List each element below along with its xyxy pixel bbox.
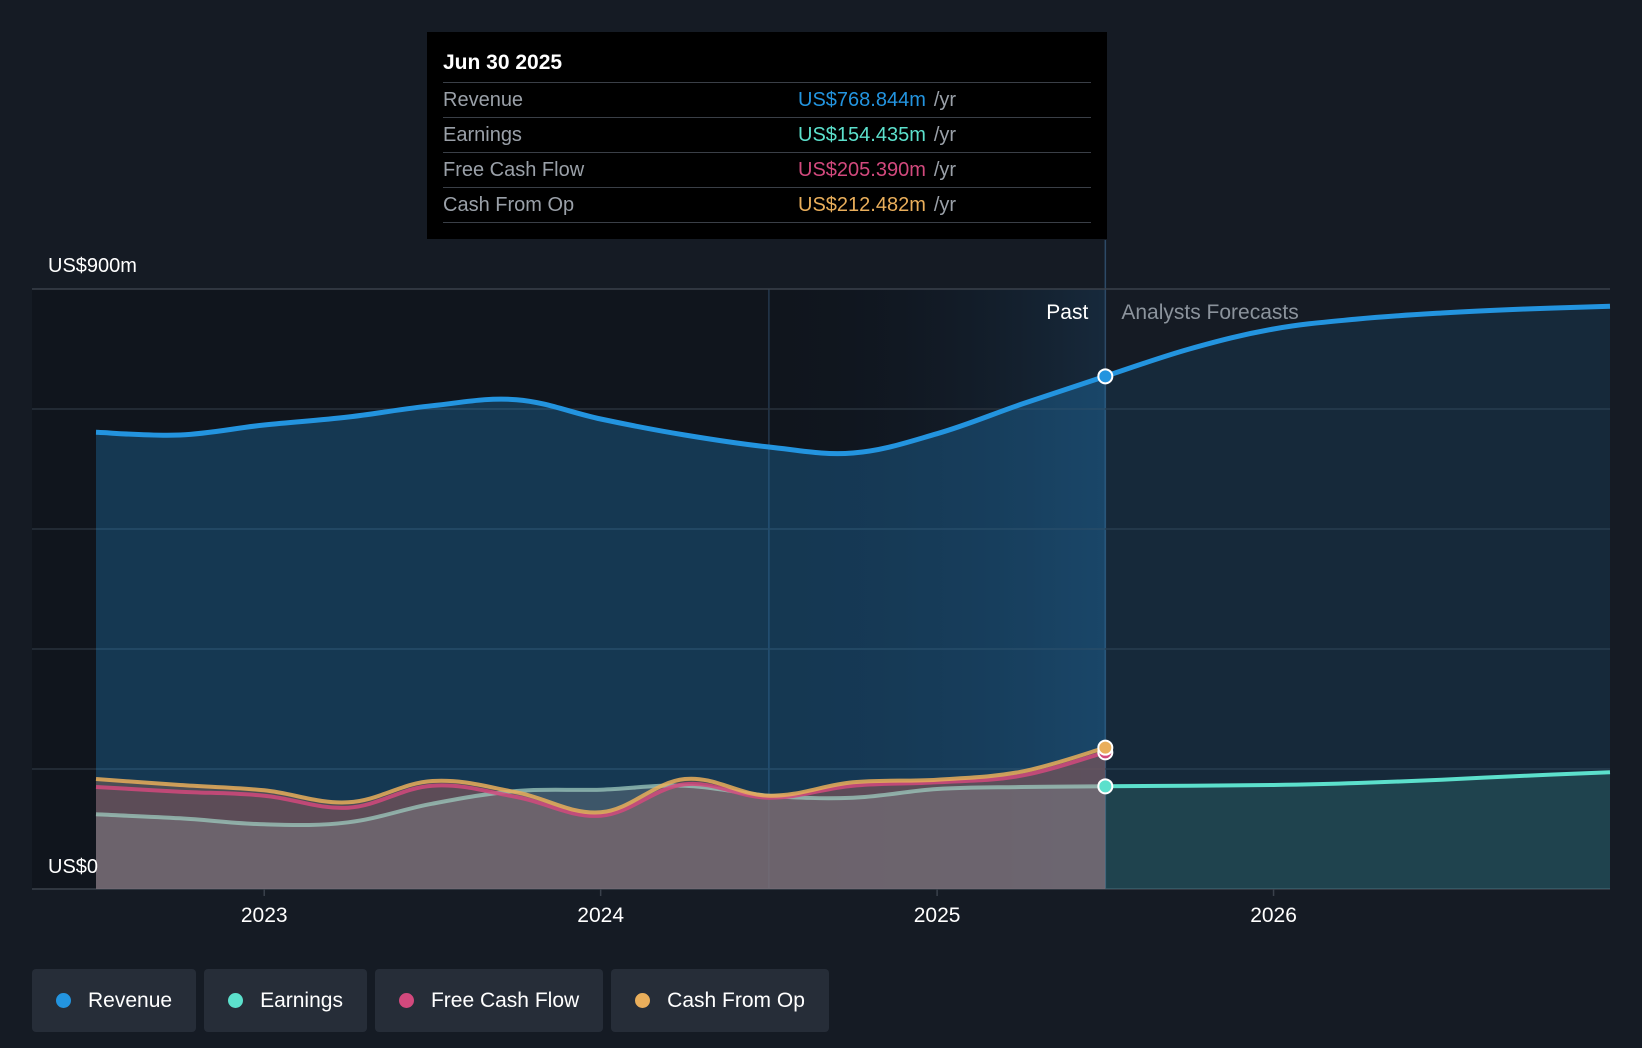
tooltip-value: US$154.435m — [798, 123, 926, 146]
earnings-area-forecast — [1105, 772, 1610, 889]
earnings-marker — [1097, 778, 1114, 795]
tooltip-value: US$205.390m — [798, 158, 926, 181]
legend-label: Cash From Op — [667, 988, 805, 1012]
tooltip-row-revenue: Revenue US$768.844m /yr — [443, 82, 1091, 117]
tooltip-value: US$768.844m — [798, 88, 926, 111]
tooltip: Jun 30 2025 Revenue US$768.844m /yr Earn… — [427, 32, 1107, 239]
tooltip-label: Earnings — [443, 123, 522, 146]
revenue-marker — [1097, 368, 1114, 385]
legend-dot-icon — [228, 993, 244, 1008]
tooltip-row-cash-from-op: Cash From Op US$212.482m /yr — [443, 187, 1091, 223]
tooltip-label: Revenue — [443, 88, 524, 111]
tooltip-row-free-cash-flow: Free Cash Flow US$205.390m /yr — [443, 152, 1091, 187]
legend-label: Earnings — [260, 988, 343, 1012]
legend-label: Free Cash Flow — [430, 988, 580, 1012]
legend: Revenue Earnings Free Cash Flow Cash Fro… — [32, 969, 829, 1032]
revenue-line-past — [95, 373, 1107, 457]
x-tick-label: 2025 — [914, 904, 961, 927]
legend-item-cash-from-op[interactable]: Cash From Op — [611, 969, 829, 1032]
revenue-area-past — [96, 376, 1106, 889]
tooltip-date: Jun 30 2025 — [443, 51, 563, 74]
forecast-label: Analysts Forecasts — [1121, 301, 1298, 324]
tooltip-value: US$212.482m — [798, 193, 926, 216]
legend-label: Revenue — [88, 988, 173, 1012]
earnings-line-past — [95, 783, 1106, 828]
tooltip-label: Cash From Op — [443, 193, 575, 216]
y-axis-label-bottom: US$0 — [48, 856, 98, 878]
tooltip-unit: /yr — [933, 123, 957, 146]
revenue-area-forecast — [1105, 306, 1610, 889]
tooltip-row-earnings: Earnings US$154.435m /yr — [443, 117, 1091, 152]
legend-item-revenue[interactable]: Revenue — [32, 969, 197, 1032]
earnings-area-past — [96, 785, 1106, 889]
earnings-line-forecast — [1105, 770, 1611, 789]
tooltip-unit: /yr — [933, 158, 957, 181]
legend-dot-icon — [635, 993, 651, 1008]
legend-dot-icon — [56, 993, 71, 1008]
legend-item-earnings[interactable]: Earnings — [204, 969, 367, 1032]
tooltip-unit: /yr — [933, 193, 957, 216]
revenue-line-forecast — [1104, 303, 1611, 379]
legend-item-free-cash-flow[interactable]: Free Cash Flow — [374, 969, 604, 1032]
cash-from-op-line — [95, 745, 1106, 815]
y-axis-label-top: US$900m — [48, 255, 137, 277]
free-cash-flow-line — [95, 750, 1106, 818]
tooltip-unit: /yr — [933, 88, 957, 111]
x-tick-label: 2024 — [577, 904, 624, 927]
x-tick-label: 2023 — [241, 904, 288, 927]
past-label: Past — [1046, 301, 1088, 324]
cash-from-op-marker — [1097, 739, 1114, 756]
tooltip-label: Free Cash Flow — [443, 158, 585, 181]
legend-dot-icon — [398, 993, 414, 1008]
x-tick-label: 2026 — [1250, 904, 1297, 927]
